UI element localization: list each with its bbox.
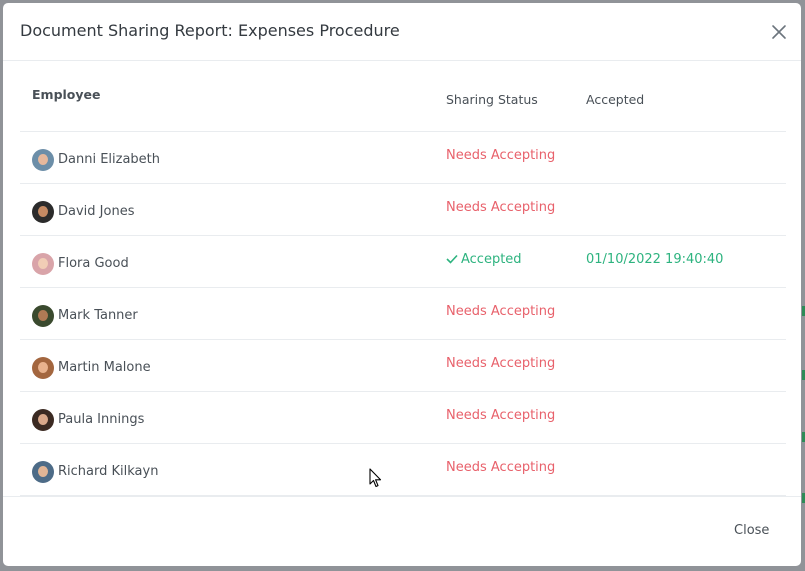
sharing-report-modal: Document Sharing Report: Expenses Proced… xyxy=(3,3,801,566)
close-button[interactable]: Close xyxy=(734,523,770,538)
status-label: Needs Accepting xyxy=(446,460,556,475)
employee-cell: Danni Elizabeth xyxy=(20,131,446,184)
employee-name: David Jones xyxy=(58,204,135,219)
employee-name: Richard Kilkayn xyxy=(58,464,159,479)
table-row: Richard Kilkayn Needs Accepting xyxy=(20,443,786,496)
status-label: Needs Accepting xyxy=(446,408,556,423)
sharing-status-cell: Needs Accepting xyxy=(446,391,586,444)
sharing-status-cell: Accepted xyxy=(446,235,586,288)
sharing-status-cell: Needs Accepting xyxy=(446,183,586,236)
accepted-cell xyxy=(586,391,786,444)
background-accent xyxy=(802,370,805,380)
table-row: Mark Tanner Needs Accepting xyxy=(20,287,786,340)
sharing-status-cell: Needs Accepting xyxy=(446,287,586,340)
avatar xyxy=(32,408,54,431)
status-label: Accepted xyxy=(461,252,522,267)
status-accepted: Accepted xyxy=(446,252,522,267)
employee-cell: Martin Malone xyxy=(20,339,446,392)
accepted-cell xyxy=(586,339,786,392)
status-label: Needs Accepting xyxy=(446,200,556,215)
employee-name: Martin Malone xyxy=(58,360,151,375)
modal-footer: Close xyxy=(3,496,801,566)
mouse-pointer-icon xyxy=(369,468,382,488)
avatar xyxy=(32,356,54,379)
avatar xyxy=(32,304,54,327)
accepted-cell xyxy=(586,183,786,236)
employee-cell: Mark Tanner xyxy=(20,287,446,340)
status-needs-accepting: Needs Accepting xyxy=(446,200,555,215)
avatar xyxy=(32,252,54,275)
status-label: Needs Accepting xyxy=(446,148,556,163)
modal-body: Employee Sharing Status Accepted Danni E… xyxy=(20,61,786,496)
background-accent xyxy=(802,432,805,442)
employee-name: Paula Innings xyxy=(58,412,145,427)
sharing-status-cell: Needs Accepting xyxy=(446,131,586,184)
table-row: David Jones Needs Accepting xyxy=(20,183,786,236)
employee-name: Flora Good xyxy=(58,256,129,271)
employee-name: Danni Elizabeth xyxy=(58,152,161,167)
status-needs-accepting: Needs Accepting xyxy=(446,460,555,475)
accepted-timestamp: 01/10/2022 19:40:40 xyxy=(586,252,724,267)
status-label: Needs Accepting xyxy=(446,356,556,371)
employee-name: Mark Tanner xyxy=(58,308,138,323)
close-x-icon[interactable] xyxy=(771,24,787,40)
sharing-status-cell: Needs Accepting xyxy=(446,339,586,392)
avatar xyxy=(32,200,54,223)
accepted-cell xyxy=(586,287,786,340)
sharing-table: Employee Sharing Status Accepted Danni E… xyxy=(20,61,786,496)
background-accent xyxy=(802,493,805,503)
check-icon xyxy=(446,254,458,264)
status-label: Needs Accepting xyxy=(446,304,556,319)
accepted-cell xyxy=(586,443,786,496)
accepted-header: Accepted xyxy=(586,61,786,132)
modal-header: Document Sharing Report: Expenses Proced… xyxy=(3,3,801,61)
avatar xyxy=(32,460,54,483)
employee-cell: David Jones xyxy=(20,183,446,236)
table-row: Flora Good Accepted 01/10/2022 19:40:40 xyxy=(20,235,786,288)
table-row: Danni Elizabeth Needs Accepting xyxy=(20,131,786,184)
status-needs-accepting: Needs Accepting xyxy=(446,148,555,163)
sharing-status-cell: Needs Accepting xyxy=(446,443,586,496)
employee-cell: Paula Innings xyxy=(20,391,446,444)
employee-cell: Richard Kilkayn xyxy=(20,443,446,496)
status-needs-accepting: Needs Accepting xyxy=(446,408,555,423)
accepted-cell xyxy=(586,131,786,184)
accepted-cell: 01/10/2022 19:40:40 xyxy=(586,235,786,288)
employee-header: Employee xyxy=(20,61,446,132)
table-row: Martin Malone Needs Accepting xyxy=(20,339,786,392)
status-needs-accepting: Needs Accepting xyxy=(446,356,555,371)
modal-title: Document Sharing Report: Expenses Proced… xyxy=(20,21,400,40)
background-accent xyxy=(802,306,805,316)
sharing-status-header: Sharing Status xyxy=(446,61,586,132)
table-header-row: Employee Sharing Status Accepted xyxy=(20,61,786,132)
employee-cell: Flora Good xyxy=(20,235,446,288)
status-needs-accepting: Needs Accepting xyxy=(446,304,555,319)
avatar xyxy=(32,148,54,171)
table-row: Paula Innings Needs Accepting xyxy=(20,391,786,444)
